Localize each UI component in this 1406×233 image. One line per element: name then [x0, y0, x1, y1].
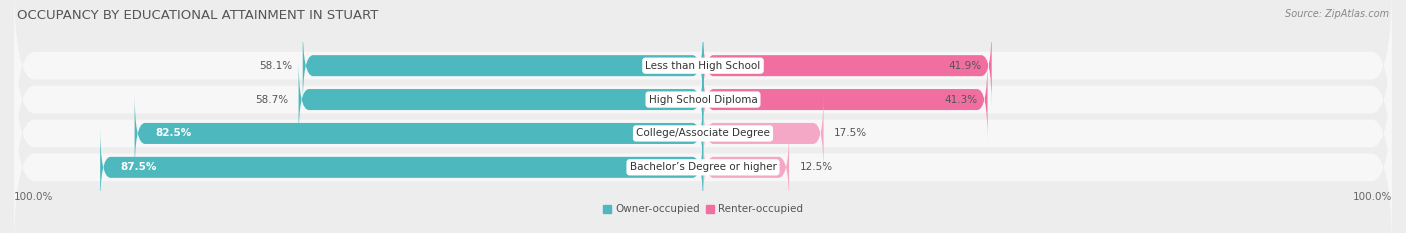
Text: 82.5%: 82.5%: [155, 128, 191, 138]
Text: 12.5%: 12.5%: [800, 162, 832, 172]
Text: Source: ZipAtlas.com: Source: ZipAtlas.com: [1285, 9, 1389, 19]
FancyBboxPatch shape: [14, 0, 1392, 154]
Text: 17.5%: 17.5%: [834, 128, 868, 138]
FancyBboxPatch shape: [100, 127, 703, 208]
FancyBboxPatch shape: [14, 79, 1392, 233]
Text: 87.5%: 87.5%: [121, 162, 157, 172]
FancyBboxPatch shape: [302, 25, 703, 106]
FancyBboxPatch shape: [14, 12, 1392, 187]
Text: Less than High School: Less than High School: [645, 61, 761, 71]
Text: Bachelor’s Degree or higher: Bachelor’s Degree or higher: [630, 162, 776, 172]
FancyBboxPatch shape: [703, 59, 987, 140]
Text: 58.7%: 58.7%: [254, 95, 288, 105]
Legend: Owner-occupied, Renter-occupied: Owner-occupied, Renter-occupied: [599, 200, 807, 219]
FancyBboxPatch shape: [703, 93, 824, 174]
Text: 41.3%: 41.3%: [943, 95, 977, 105]
Text: College/Associate Degree: College/Associate Degree: [636, 128, 770, 138]
FancyBboxPatch shape: [703, 127, 789, 208]
Text: 100.0%: 100.0%: [14, 192, 53, 202]
Text: OCCUPANCY BY EDUCATIONAL ATTAINMENT IN STUART: OCCUPANCY BY EDUCATIONAL ATTAINMENT IN S…: [17, 9, 378, 22]
Text: 58.1%: 58.1%: [259, 61, 292, 71]
FancyBboxPatch shape: [135, 93, 703, 174]
FancyBboxPatch shape: [14, 46, 1392, 221]
FancyBboxPatch shape: [298, 59, 703, 140]
Text: 41.9%: 41.9%: [948, 61, 981, 71]
Text: 100.0%: 100.0%: [1353, 192, 1392, 202]
FancyBboxPatch shape: [703, 25, 991, 106]
Text: High School Diploma: High School Diploma: [648, 95, 758, 105]
